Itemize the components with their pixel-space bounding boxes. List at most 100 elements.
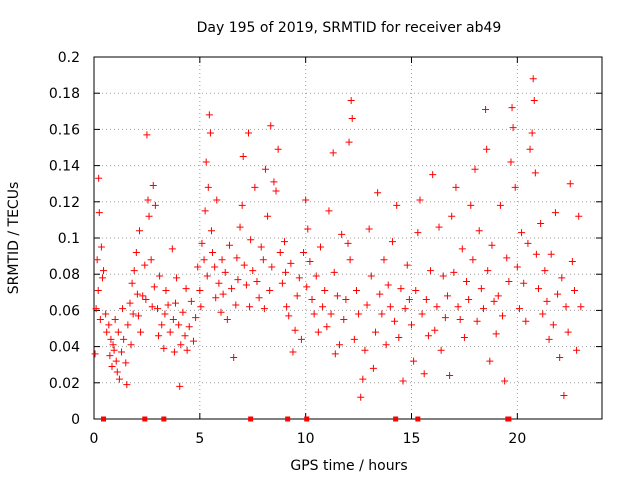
- data-point: [141, 261, 149, 269]
- data-point: [285, 312, 293, 320]
- data-point: [236, 223, 244, 231]
- data-point: [522, 317, 530, 325]
- zero-value-marker: [161, 416, 167, 422]
- zero-value-marker: [285, 416, 291, 422]
- data-point: [564, 328, 572, 336]
- y-tick-label: 0.2: [58, 50, 80, 66]
- data-point: [310, 310, 318, 318]
- data-point: [518, 229, 526, 237]
- data-point: [204, 183, 212, 191]
- data-point: [176, 382, 184, 390]
- data-point: [529, 75, 537, 83]
- data-point: [505, 277, 513, 285]
- data-point: [374, 189, 382, 197]
- data-point: [257, 243, 265, 251]
- data-point: [416, 196, 424, 204]
- zero-value-marker: [304, 416, 310, 422]
- data-point: [118, 348, 126, 356]
- data-point: [114, 328, 122, 336]
- data-point: [560, 391, 568, 399]
- data-point: [155, 332, 163, 340]
- data-point: [95, 209, 103, 217]
- data-point: [228, 285, 236, 293]
- data-point: [281, 238, 288, 246]
- data-point: [291, 326, 299, 334]
- data-point: [103, 328, 111, 336]
- data-point: [329, 149, 337, 157]
- data-point: [446, 372, 454, 380]
- data-point: [539, 310, 547, 318]
- data-point: [433, 303, 441, 311]
- data-point: [471, 165, 479, 173]
- data-point: [182, 285, 190, 293]
- data-point: [348, 115, 356, 123]
- data-point: [158, 321, 166, 329]
- data-point: [289, 348, 297, 356]
- data-point: [452, 183, 460, 191]
- data-point: [145, 212, 153, 220]
- data-point: [203, 272, 211, 280]
- data-point: [91, 350, 99, 358]
- data-point: [465, 296, 473, 304]
- data-point: [524, 239, 532, 247]
- data-point: [338, 230, 346, 238]
- chart-title: Day 195 of 2019, SRMTID for receiver ab4…: [197, 20, 502, 36]
- data-point: [577, 303, 585, 311]
- data-point: [274, 145, 282, 153]
- data-point: [129, 310, 137, 318]
- data-point: [431, 326, 439, 334]
- data-point: [123, 381, 131, 389]
- data-point: [169, 315, 177, 323]
- data-point: [365, 225, 373, 233]
- data-point: [217, 308, 225, 316]
- data-point: [399, 377, 407, 385]
- data-point: [247, 236, 255, 244]
- data-point: [100, 267, 108, 275]
- data-point: [359, 375, 367, 383]
- data-point: [233, 254, 241, 262]
- data-point: [547, 250, 555, 258]
- data-point: [211, 263, 219, 271]
- data-point: [541, 267, 549, 275]
- data-point: [427, 267, 435, 275]
- data-point: [410, 357, 418, 365]
- data-point: [183, 346, 191, 354]
- data-point: [556, 353, 564, 361]
- y-tick-label: 0.14: [49, 159, 80, 175]
- x-axis-ticks: 0 5 10 15 20: [90, 57, 526, 447]
- data-point: [484, 267, 492, 275]
- data-point: [278, 279, 286, 287]
- data-point: [205, 111, 213, 119]
- data-point: [325, 207, 333, 215]
- data-point: [127, 341, 135, 349]
- data-point: [473, 317, 481, 325]
- data-point: [350, 335, 358, 343]
- data-point: [435, 223, 443, 231]
- data-point: [397, 285, 405, 293]
- data-point: [207, 227, 215, 235]
- data-point: [511, 183, 519, 191]
- data-point: [448, 212, 456, 220]
- data-point: [319, 303, 327, 311]
- data-point: [345, 138, 353, 146]
- data-point: [393, 201, 401, 209]
- data-point: [134, 312, 142, 320]
- data-point: [137, 328, 145, 336]
- data-point: [232, 301, 240, 309]
- data-point: [171, 299, 179, 307]
- data-point: [308, 296, 316, 304]
- data-points: [91, 75, 585, 422]
- data-point: [259, 256, 267, 264]
- data-point: [549, 321, 557, 329]
- data-point: [168, 245, 176, 253]
- data-point: [475, 227, 483, 235]
- data-point: [283, 303, 291, 311]
- data-point: [520, 279, 528, 287]
- data-point: [106, 352, 114, 360]
- data-point: [333, 292, 341, 300]
- data-point: [551, 209, 559, 217]
- data-point: [225, 241, 233, 249]
- data-point: [143, 131, 151, 139]
- y-tick-label: 0.18: [49, 86, 80, 102]
